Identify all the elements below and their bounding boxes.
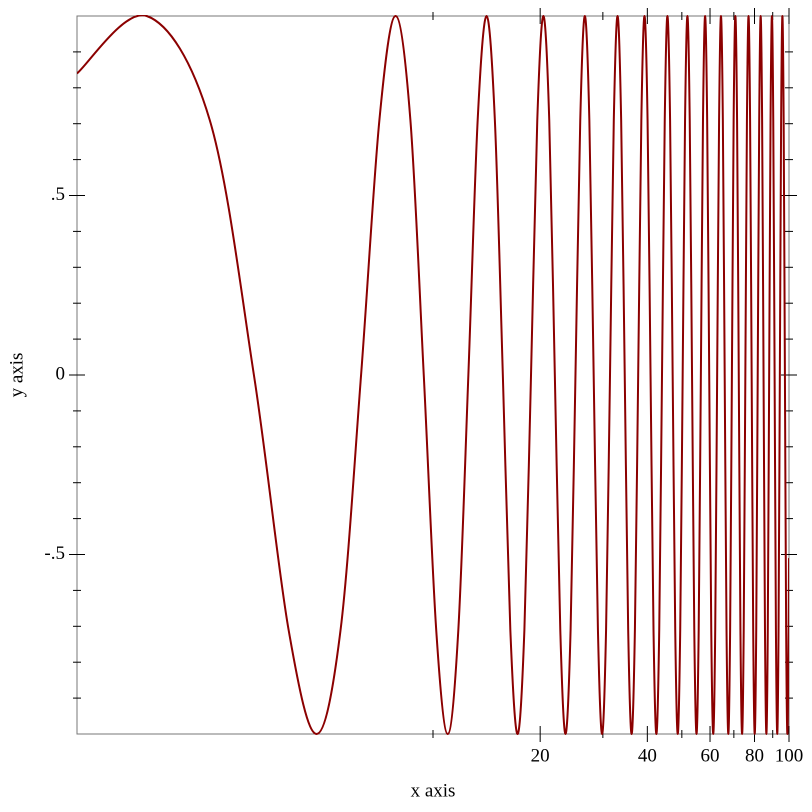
- x-tick-label: 40: [638, 745, 657, 766]
- line: [77, 15, 789, 735]
- y-tick-label: -.5: [44, 543, 65, 564]
- x-axis-label: x axis: [411, 780, 456, 801]
- x-tick-label: 20: [531, 745, 550, 766]
- x-tick-label: 80: [745, 745, 764, 766]
- y-tick-label: 0: [56, 363, 66, 384]
- x-tick-label: 100: [775, 745, 804, 766]
- y-axis-label: y axis: [6, 353, 27, 398]
- y-tick-label: .5: [51, 184, 65, 205]
- x-tick-label: 60: [701, 745, 720, 766]
